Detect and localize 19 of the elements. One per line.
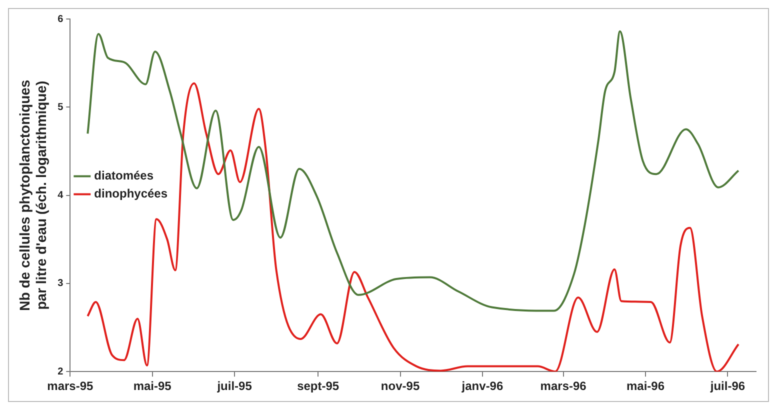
legend-label: dinophycées [94, 186, 168, 201]
x-tick-label: mars-95 [47, 379, 94, 394]
y-tick-label: 5 [58, 102, 64, 113]
line-series [86, 82, 740, 372]
x-tick-label: nov-95 [380, 379, 420, 394]
x-tick-label: juil-95 [216, 379, 252, 394]
x-tick-label: sept-95 [297, 379, 340, 394]
line-series [86, 30, 740, 312]
y-tick-label: 6 [58, 14, 64, 25]
y-axis-title: Nb de cellules phytoplanctoniques par litre d'eau (éch. logarithmique) [16, 80, 50, 311]
x-tick-label: mars-96 [540, 379, 587, 394]
x-tick-label: mai-95 [133, 379, 172, 394]
y-tick-label: 4 [58, 190, 64, 202]
legend-label: diatomées [94, 168, 154, 183]
y-tick-label: 3 [58, 278, 64, 290]
x-tick-label: juil-96 [709, 379, 746, 394]
x-tick-label: mai-96 [626, 379, 665, 394]
y-tick-label: 2 [58, 366, 64, 378]
x-tick-label: janv-96 [460, 379, 504, 394]
